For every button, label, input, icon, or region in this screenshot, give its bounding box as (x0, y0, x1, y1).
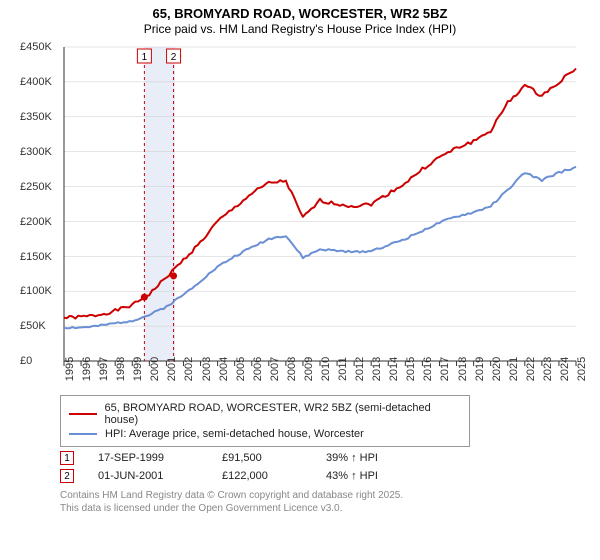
legend-swatch (69, 433, 97, 435)
transaction-price: £91,500 (222, 452, 302, 464)
y-tick-label: £150K (20, 251, 52, 263)
y-tick-label: £0 (20, 355, 32, 367)
transaction-hpi-delta: 43% ↑ HPI (326, 470, 416, 482)
title-line-2: Price paid vs. HM Land Registry's House … (10, 22, 590, 37)
svg-text:2: 2 (171, 52, 177, 63)
y-tick-label: £450K (20, 41, 52, 53)
y-tick-label: £50K (20, 320, 46, 332)
transaction-hpi-delta: 39% ↑ HPI (326, 452, 416, 464)
legend-row: 65, BROMYARD ROAD, WORCESTER, WR2 5BZ (s… (69, 402, 461, 426)
footer: Contains HM Land Registry data © Crown c… (60, 489, 590, 515)
legend-label: 65, BROMYARD ROAD, WORCESTER, WR2 5BZ (s… (105, 402, 462, 426)
y-tick-label: £200K (20, 216, 52, 228)
plot-area: 12 £0£50K£100K£150K£200K£250K£300K£350K£… (20, 41, 580, 391)
title-line-1: 65, BROMYARD ROAD, WORCESTER, WR2 5BZ (10, 6, 590, 22)
legend-label: HPI: Average price, semi-detached house,… (105, 428, 364, 440)
series-svg: 12 (20, 41, 580, 391)
legend-row: HPI: Average price, semi-detached house,… (69, 428, 461, 440)
chart-container: 65, BROMYARD ROAD, WORCESTER, WR2 5BZ Pr… (0, 0, 600, 515)
transaction-date: 01-JUN-2001 (98, 470, 198, 482)
transaction-price: £122,000 (222, 470, 302, 482)
footer-line-1: Contains HM Land Registry data © Crown c… (60, 489, 590, 502)
chart-title: 65, BROMYARD ROAD, WORCESTER, WR2 5BZ Pr… (10, 6, 590, 37)
x-tick-label: 2025 (576, 357, 600, 381)
transaction-marker: 1 (60, 451, 74, 465)
transaction-date: 17-SEP-1999 (98, 452, 198, 464)
y-tick-label: £350K (20, 111, 52, 123)
svg-text:1: 1 (142, 52, 148, 63)
transaction-row: 2 01-JUN-2001 £122,000 43% ↑ HPI (60, 469, 590, 483)
legend-swatch (69, 413, 97, 415)
y-tick-label: £400K (20, 76, 52, 88)
transaction-row: 1 17-SEP-1999 £91,500 39% ↑ HPI (60, 451, 590, 465)
transactions-table: 1 17-SEP-1999 £91,500 39% ↑ HPI 2 01-JUN-2001… (60, 451, 590, 483)
series-line (64, 69, 576, 319)
y-tick-label: £100K (20, 285, 52, 297)
legend: 65, BROMYARD ROAD, WORCESTER, WR2 5BZ (s… (60, 395, 470, 447)
y-tick-label: £250K (20, 181, 52, 193)
transaction-marker: 2 (60, 469, 74, 483)
footer-line-2: This data is licensed under the Open Gov… (60, 502, 590, 515)
series-line (64, 167, 576, 328)
y-tick-label: £300K (20, 146, 52, 158)
